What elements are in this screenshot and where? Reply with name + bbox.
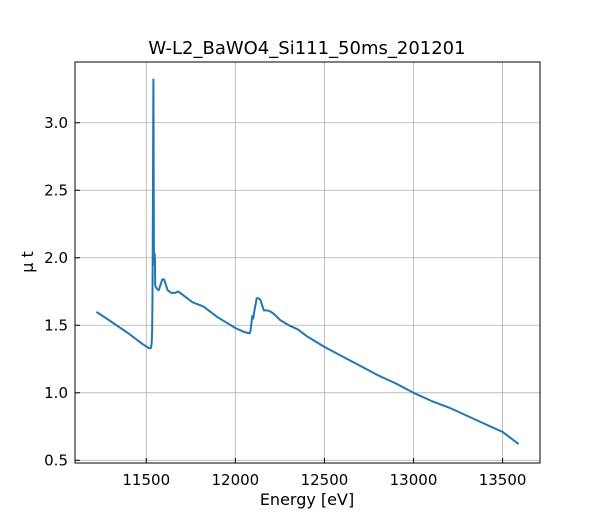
y-tick-label: 0.5 [44, 451, 68, 469]
x-tick-label: 13500 [479, 471, 527, 489]
y-axis: 0.5 1.0 1.5 2.0 2.5 3.0 [44, 114, 80, 469]
series-layer [95, 78, 520, 445]
grid [75, 62, 540, 463]
series-line [95, 78, 520, 445]
chart-title: W-L2_BaWO4_Si111_50ms_201201 [148, 38, 465, 59]
x-tick-label: 12500 [301, 471, 349, 489]
y-tick-label: 3.0 [44, 114, 68, 132]
y-tick-label: 1.0 [44, 384, 68, 402]
y-axis-label: μ t [18, 251, 37, 273]
plot-frame [74, 61, 541, 464]
x-axis: 11500 12000 12500 13000 13500 [122, 458, 526, 489]
x-tick-label: 12000 [211, 471, 259, 489]
y-tick-label: 2.0 [44, 249, 68, 267]
y-tick-label: 2.5 [44, 181, 68, 199]
x-axis-label: Energy [eV] [260, 490, 354, 509]
y-tick-label: 1.5 [44, 316, 68, 334]
x-tick-label: 11500 [122, 471, 170, 489]
x-tick-label: 13000 [390, 471, 438, 489]
